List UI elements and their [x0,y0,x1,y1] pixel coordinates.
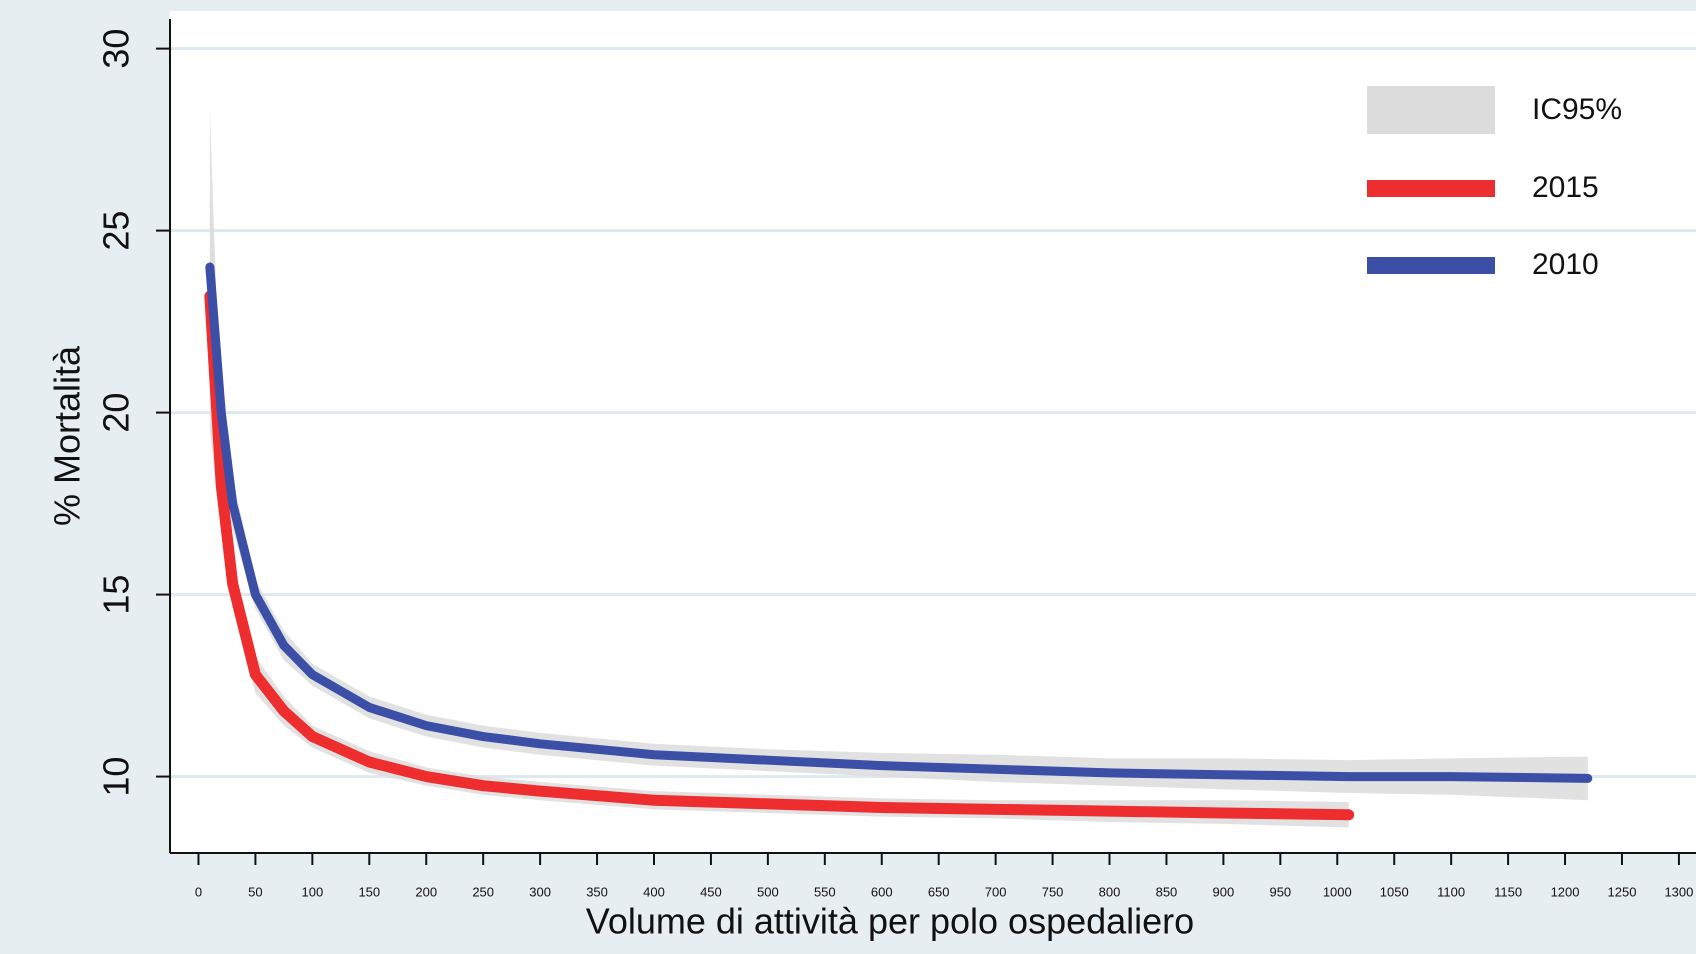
x-tick-label: 1050 [1380,884,1409,899]
x-tick-label: 650 [928,884,950,899]
x-tick-label: 200 [415,884,437,899]
line-series [205,262,1593,783]
y-tick-label: 25 [96,211,137,251]
x-tick-label: 1000 [1323,884,1352,899]
x-tick-label: 550 [814,884,836,899]
legend-swatch [1367,180,1495,197]
legend-label: 2015 [1532,171,1599,204]
legend-label: IC95% [1532,93,1622,126]
x-tick-label: 250 [472,884,494,899]
y-axis-label: % Mortalità [47,345,88,526]
x-tick-label: 1100 [1437,884,1465,899]
x-tick-label: 900 [1213,884,1235,899]
line-series [204,290,1355,821]
y-tick-label: 30 [96,29,137,69]
y-tick-label: 15 [96,575,137,615]
x-tick-label: 600 [871,884,893,899]
x-tick-label: 1200 [1551,884,1580,899]
x-tick-label: 100 [301,884,323,899]
x-tick-label: 750 [1042,884,1064,899]
x-tick-label: 300 [529,884,551,899]
x-tick-label: 1300 [1664,884,1693,899]
x-tick-label: 500 [757,884,779,899]
legend-swatch [1367,257,1495,274]
x-tick-label: 950 [1269,884,1291,899]
x-tick-label: 150 [358,884,380,899]
y-tick-label: 20 [96,393,137,433]
x-tick-label: 50 [248,884,262,899]
x-tick-label: 800 [1099,884,1121,899]
legend-label: 2010 [1532,248,1599,281]
x-tick-label: 850 [1156,884,1178,899]
legend-swatch [1367,86,1495,134]
x-tick-label: 450 [700,884,722,899]
y-tick-label: 10 [96,757,137,797]
x-tick-label: 1150 [1494,884,1522,899]
plot-area [170,11,1696,853]
x-tick-label: 700 [985,884,1007,899]
x-axis-label: Volume di attività per polo ospedaliero [586,901,1194,942]
x-tick-label: 0 [195,884,202,899]
x-tick-label: 1250 [1608,884,1637,899]
x-tick-label: 400 [643,884,665,899]
x-tick-label: 350 [586,884,608,899]
